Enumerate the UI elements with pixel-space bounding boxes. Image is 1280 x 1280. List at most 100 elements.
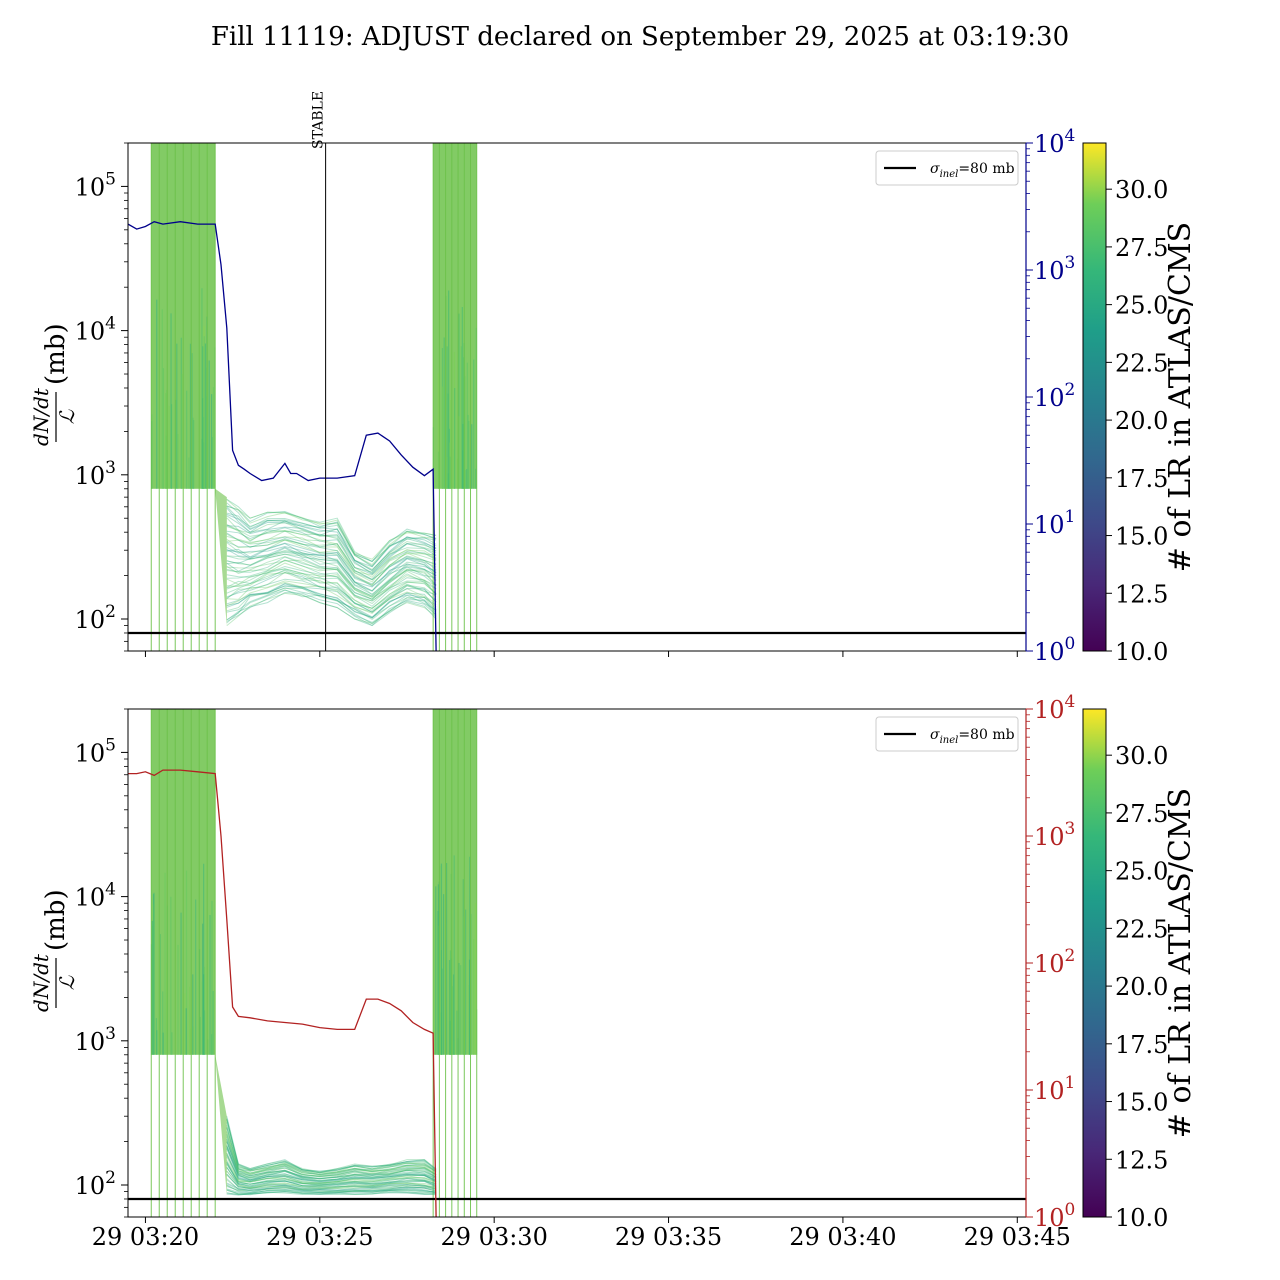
bundle-band-line [226,1118,437,1174]
bundle-band-line [226,524,437,578]
bundle-band-line [226,1135,437,1178]
bundle-band-line [226,589,437,627]
bundle-band-line [226,1154,437,1184]
y-label-numerator: dN/dt [29,387,53,446]
bundle-burst [150,143,216,651]
colorbar-gradient [1082,142,1107,652]
bundle-band-line [226,565,437,602]
bundle-band [215,488,437,627]
colorbar-tick-label: 30.0 [1115,742,1168,770]
bundle-band-line [226,546,437,592]
colorbar-tick-label: 27.5 [1115,234,1168,262]
bundle-band-line [226,525,437,575]
colorbar-tick-label: 22.5 [1115,915,1168,943]
bundle-band-line [226,562,437,602]
bundle-band-line [226,1163,437,1185]
bundle-band-line [226,1186,437,1193]
bundle-band-line [226,578,437,613]
bundle-band-line [226,1118,437,1174]
bundle-transition [215,488,227,626]
bundle-band-line [226,498,437,563]
bundle-band-line [226,512,437,567]
y-label-unit: (mb) [41,323,71,385]
right-tick-label: 100 [1034,634,1075,666]
bundle-band-line [226,1155,437,1183]
colorbar-tick-label: 22.5 [1115,349,1168,377]
left-tick-label: 104 [75,880,116,912]
bundle-band-line [226,1191,437,1196]
right-tick-label: 102 [1034,380,1075,412]
colorbar-tick-label: 25.0 [1115,292,1168,320]
bundle-band-line [226,1133,437,1177]
right-tick-label: 103 [1034,819,1075,851]
bundle-band-line [226,580,437,614]
bundle-band-line [226,1167,437,1189]
bundle-band-line [226,1182,437,1192]
bundle-band-line [226,1160,437,1185]
colorbar-tick-label: 12.5 [1115,1146,1168,1174]
right-tick-label: 101 [1034,1073,1075,1105]
right-tick-label: 101 [1034,507,1075,539]
bundle-band-line [226,505,437,563]
legend: σinel=80 mb [875,150,1019,186]
bundle-band-line [226,1145,437,1182]
luminosity-series-line [128,221,437,651]
bundle-band-line [226,515,437,572]
bundle-band-line [226,1161,437,1186]
bundle-band-line [226,1122,437,1173]
bundle-band-line [226,549,437,592]
bundle-band-line [226,1127,437,1175]
colorbar-tick-label: 10.0 [1115,638,1168,666]
bundle-band-line [226,553,437,597]
right-tick-label: 104 [1034,692,1075,724]
bundle-band-line [226,1141,437,1180]
bundle-band-line [226,571,437,612]
colorbar-tick-label: 10.0 [1115,1204,1168,1232]
bundle-band-line [226,550,437,596]
bundle-band-line [226,537,437,581]
bundle-band-line [226,533,437,581]
bundle-transition [215,1054,227,1196]
bundle-band-line [226,587,437,623]
colorbar-label: # of LR in ATLAS/CMS [1163,222,1198,572]
bundle-band-line [226,1189,437,1194]
y-label-denominator: ℒ [55,975,79,990]
plot-frame [127,708,1027,1218]
bundle-band-line [226,556,437,598]
bundle-band-line [226,1127,437,1176]
x-tick-label: 29 03:45 [964,1223,1071,1251]
bundle-band-line [226,569,437,609]
bundle-band-line [226,551,437,595]
bundle-band-line [226,1166,437,1188]
top-colorbar: 10.0 12.5 15.0 17.5 20.0 22.5 25.0 27.5 30.0 # of… [1082,142,1198,666]
plot-area [128,709,1026,1217]
left-tick-label: 102 [75,1168,116,1200]
legend-label: σinel=80 mb [930,161,1015,180]
bundle-band-line [226,547,437,592]
bundle-band-line [226,542,437,588]
colorbar-tick-label: 12.5 [1115,580,1168,608]
left-tick-label: 103 [75,458,116,490]
bundle-band-line [226,1170,437,1189]
luminosity-series-line [128,769,437,1217]
bundle-band-line [226,1131,437,1176]
bundle-band-line [226,1173,437,1190]
colorbar-tick-label: 27.5 [1115,800,1168,828]
right-tick-label: 100 [1034,1200,1075,1232]
bundle-band-line [226,1134,437,1177]
stable-marker-label: STABLE [311,91,327,149]
bundle-band-line [226,1156,437,1184]
bundle-band-line [226,499,437,560]
x-tick-label: 29 03:25 [266,1223,373,1251]
bundle-band-line [226,526,437,573]
plot-frame [127,142,1027,652]
bundle-band-line [226,545,437,585]
legend-box [875,716,1019,752]
bundle-band-line [226,1183,437,1192]
bundle-band-line [226,505,437,566]
bundle-band-line [226,1146,437,1182]
bundle-band-line [226,530,437,576]
legend-box [875,150,1019,186]
bundle-band-line [226,1164,437,1187]
bundle-band-line [226,1189,437,1195]
